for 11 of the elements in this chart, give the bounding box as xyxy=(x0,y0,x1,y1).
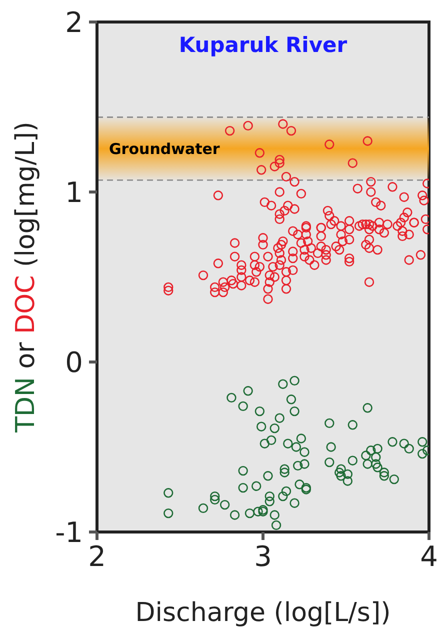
x-tick-label: 2 xyxy=(88,540,106,573)
x-tick-label: 3 xyxy=(254,540,272,573)
x-axis-title: Discharge (log[L/s]) xyxy=(135,598,391,628)
y-tick-label: -1 xyxy=(55,516,83,549)
x-tick-label: 4 xyxy=(420,540,438,573)
y-axis-title: TDN or DOC (log[mg/L]) xyxy=(11,122,41,432)
y-tick-label: 2 xyxy=(65,6,83,39)
band-label: Groundwater xyxy=(109,140,220,158)
y-tick-label: 1 xyxy=(65,176,83,209)
text: Kuparuk River xyxy=(178,33,348,57)
y-tick-label: 0 xyxy=(65,346,83,379)
